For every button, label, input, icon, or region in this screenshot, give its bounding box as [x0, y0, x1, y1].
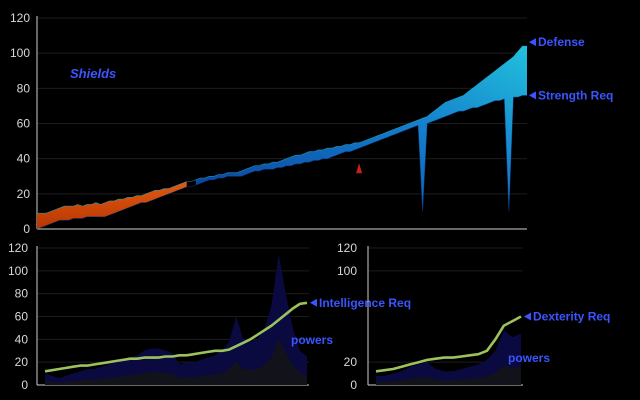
y-tick-label: 80	[15, 287, 29, 301]
y-tick-label: 120	[10, 11, 30, 25]
series-line	[44, 301, 308, 373]
series-arrow-marker	[529, 91, 536, 100]
y-tick-label: 20	[17, 187, 31, 201]
y-tick-label: 120	[337, 241, 357, 255]
band-high-range	[195, 46, 528, 212]
dexterity-chart: 0 20 100 120 Dexterity Req powers	[337, 241, 610, 392]
y-tick-label: 100	[10, 46, 30, 60]
chart-title: Shields	[70, 66, 116, 81]
series-line	[36, 95, 527, 230]
series-arrow-marker	[310, 298, 317, 307]
y-tick-label: 0	[21, 378, 28, 392]
background-area	[45, 253, 307, 385]
y-tick-label: 20	[15, 355, 29, 369]
series-label: Dexterity Req	[533, 310, 610, 324]
background-area-lower	[45, 339, 307, 385]
y-tick-label: 0	[23, 222, 30, 236]
shields-chart: 0 20 40 60 80 100 120 Defense Strength Req Shield…	[10, 11, 613, 236]
background-area	[376, 330, 521, 385]
background-area-lower	[376, 365, 521, 385]
y-tick-label: 120	[8, 241, 28, 255]
y-tick-label: 80	[17, 81, 31, 95]
overlay-label: powers	[291, 333, 333, 347]
series-arrow-marker	[524, 312, 531, 321]
series-arrow-marker	[529, 38, 536, 47]
y-tick-label: 100	[8, 264, 28, 278]
y-tick-label: 100	[337, 264, 357, 278]
y-tick-label: 40	[15, 332, 29, 346]
series-label: Defense	[538, 35, 585, 49]
intelligence-chart: 0 20 40 60 80 100 120 Intelligence Req powers	[8, 241, 411, 392]
series-line	[375, 315, 522, 373]
peak-marker	[356, 163, 363, 174]
series-line	[37, 45, 527, 214]
y-tick-label: 60	[17, 117, 31, 131]
y-tick-label: 0	[350, 378, 357, 392]
band-low-range	[37, 181, 187, 229]
overlay-label: powers	[508, 351, 550, 365]
series-label: Strength Req	[538, 88, 613, 102]
y-tick-label: 20	[344, 355, 358, 369]
y-tick-label: 40	[17, 152, 31, 166]
series-label: Intelligence Req	[319, 296, 411, 310]
y-tick-label: 60	[15, 310, 29, 324]
